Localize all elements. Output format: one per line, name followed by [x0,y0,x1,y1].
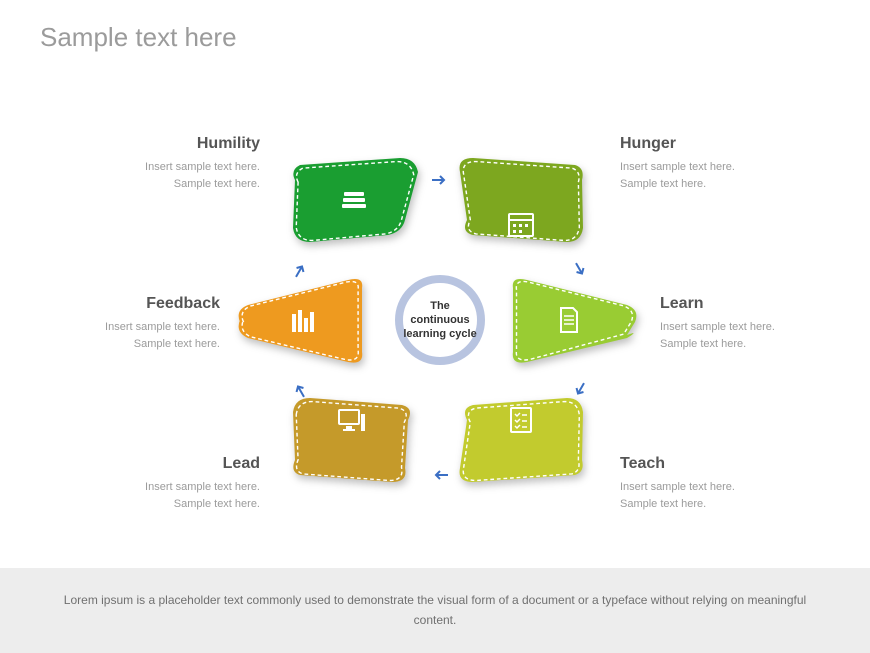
label-title: Hunger [620,135,810,153]
label-humility: Humility Insert sample text here. Sample… [70,135,260,192]
label-feedback: Feedback Insert sample text here. Sample… [30,295,220,352]
label-sub: Insert sample text here. [70,479,260,496]
label-sub: Sample text here. [70,176,260,193]
petal-humility [280,150,420,250]
center-text: The continuous learning cycle [403,299,477,342]
label-sub: Sample text here. [620,176,810,193]
document-icon [553,304,585,336]
label-title: Feedback [30,295,220,313]
checklist-icon [505,404,537,436]
bars-icon [288,304,320,336]
arrow-icon [430,465,450,485]
monitor-icon [335,404,367,436]
label-sub: Sample text here. [620,496,810,513]
center-circle: The continuous learning cycle [395,275,485,365]
label-sub: Insert sample text here. [30,319,220,336]
petal-teach [455,390,595,490]
petal-hunger [455,150,595,250]
label-sub: Insert sample text here. [70,159,260,176]
label-title: Learn [660,295,850,313]
footer-bar: Lorem ipsum is a placeholder text common… [0,568,870,653]
page-title: Sample text here [40,22,237,53]
label-hunger: Hunger Insert sample text here. Sample t… [620,135,810,192]
label-sub: Sample text here. [30,336,220,353]
label-sub: Sample text here. [70,496,260,513]
label-teach: Teach Insert sample text here. Sample te… [620,455,810,512]
label-sub: Insert sample text here. [660,319,850,336]
cycle-diagram: The continuous learning cycle Humility I… [0,85,870,535]
arrow-icon [430,170,450,190]
footer-text: Lorem ipsum is a placeholder text common… [60,591,810,629]
label-sub: Insert sample text here. [620,479,810,496]
label-title: Teach [620,455,810,473]
label-learn: Learn Insert sample text here. Sample te… [660,295,850,352]
label-sub: Insert sample text here. [620,159,810,176]
petal-learn [505,270,645,370]
label-sub: Sample text here. [660,336,850,353]
petal-lead [280,390,420,490]
books-icon [338,184,370,216]
label-title: Lead [70,455,260,473]
label-lead: Lead Insert sample text here. Sample tex… [70,455,260,512]
calendar-icon [505,208,537,240]
label-title: Humility [70,135,260,153]
petal-feedback [230,270,370,370]
